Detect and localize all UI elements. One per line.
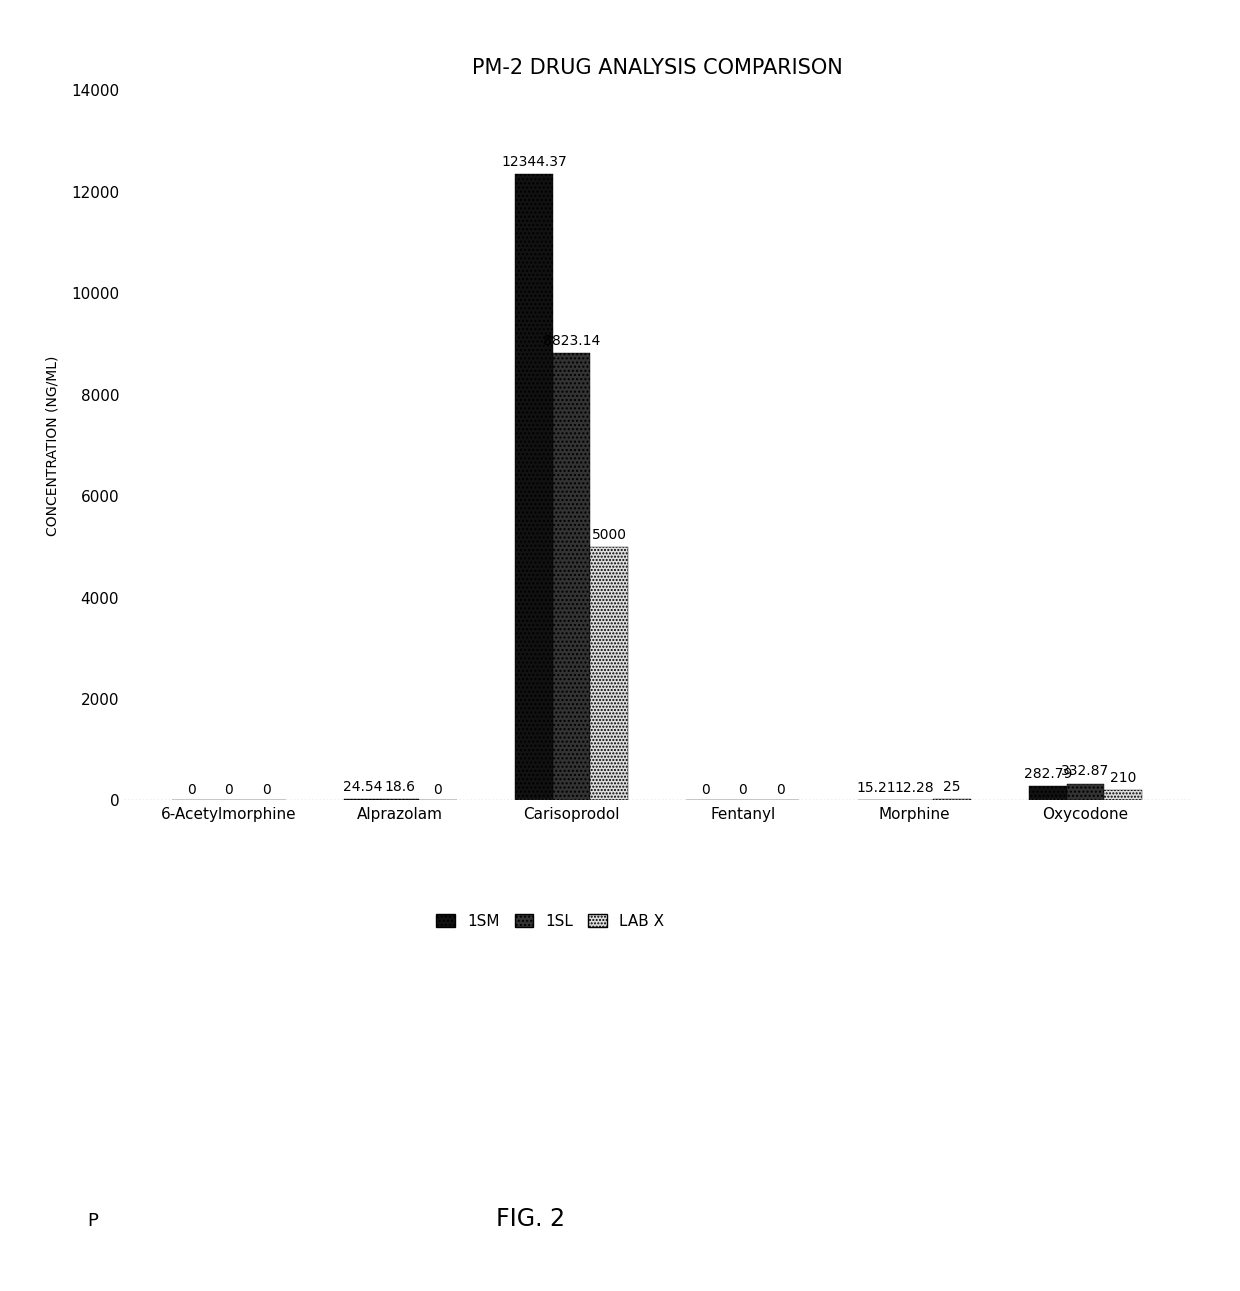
Text: FIG. 2: FIG. 2 (496, 1207, 565, 1232)
Text: 282.79: 282.79 (1023, 767, 1071, 781)
Text: 0: 0 (224, 784, 233, 798)
Text: 12344.37: 12344.37 (501, 155, 567, 169)
Bar (1105, 790, 1142, 800)
Text: 332.87: 332.87 (1061, 764, 1110, 778)
Text: 15.21: 15.21 (857, 781, 897, 794)
Bar (1066, 784, 1105, 800)
Text: 18.6: 18.6 (384, 780, 415, 794)
Text: 0: 0 (776, 784, 785, 798)
Text: 5000: 5000 (591, 528, 626, 542)
Text: 0: 0 (701, 784, 709, 798)
Bar (1029, 786, 1066, 800)
Text: 210: 210 (1110, 771, 1136, 785)
Bar (515, 174, 553, 800)
Text: P: P (87, 1212, 98, 1230)
Bar (553, 352, 590, 800)
Title: PM-2 DRUG ANALYSIS COMPARISON: PM-2 DRUG ANALYSIS COMPARISON (472, 58, 842, 77)
Y-axis label: CONCENTRATION (NG/ML): CONCENTRATION (NG/ML) (46, 355, 60, 536)
Text: 0: 0 (739, 784, 748, 798)
Legend: 1SM, 1SL, LAB X: 1SM, 1SL, LAB X (430, 908, 670, 935)
Text: 24.54: 24.54 (343, 780, 382, 794)
Text: 0: 0 (434, 784, 443, 798)
Bar (590, 547, 629, 800)
Text: 12.28: 12.28 (894, 781, 934, 795)
Text: 0: 0 (263, 784, 272, 798)
Text: 8823.14: 8823.14 (543, 334, 600, 347)
Text: 25: 25 (944, 780, 961, 794)
Text: 0: 0 (187, 784, 196, 798)
